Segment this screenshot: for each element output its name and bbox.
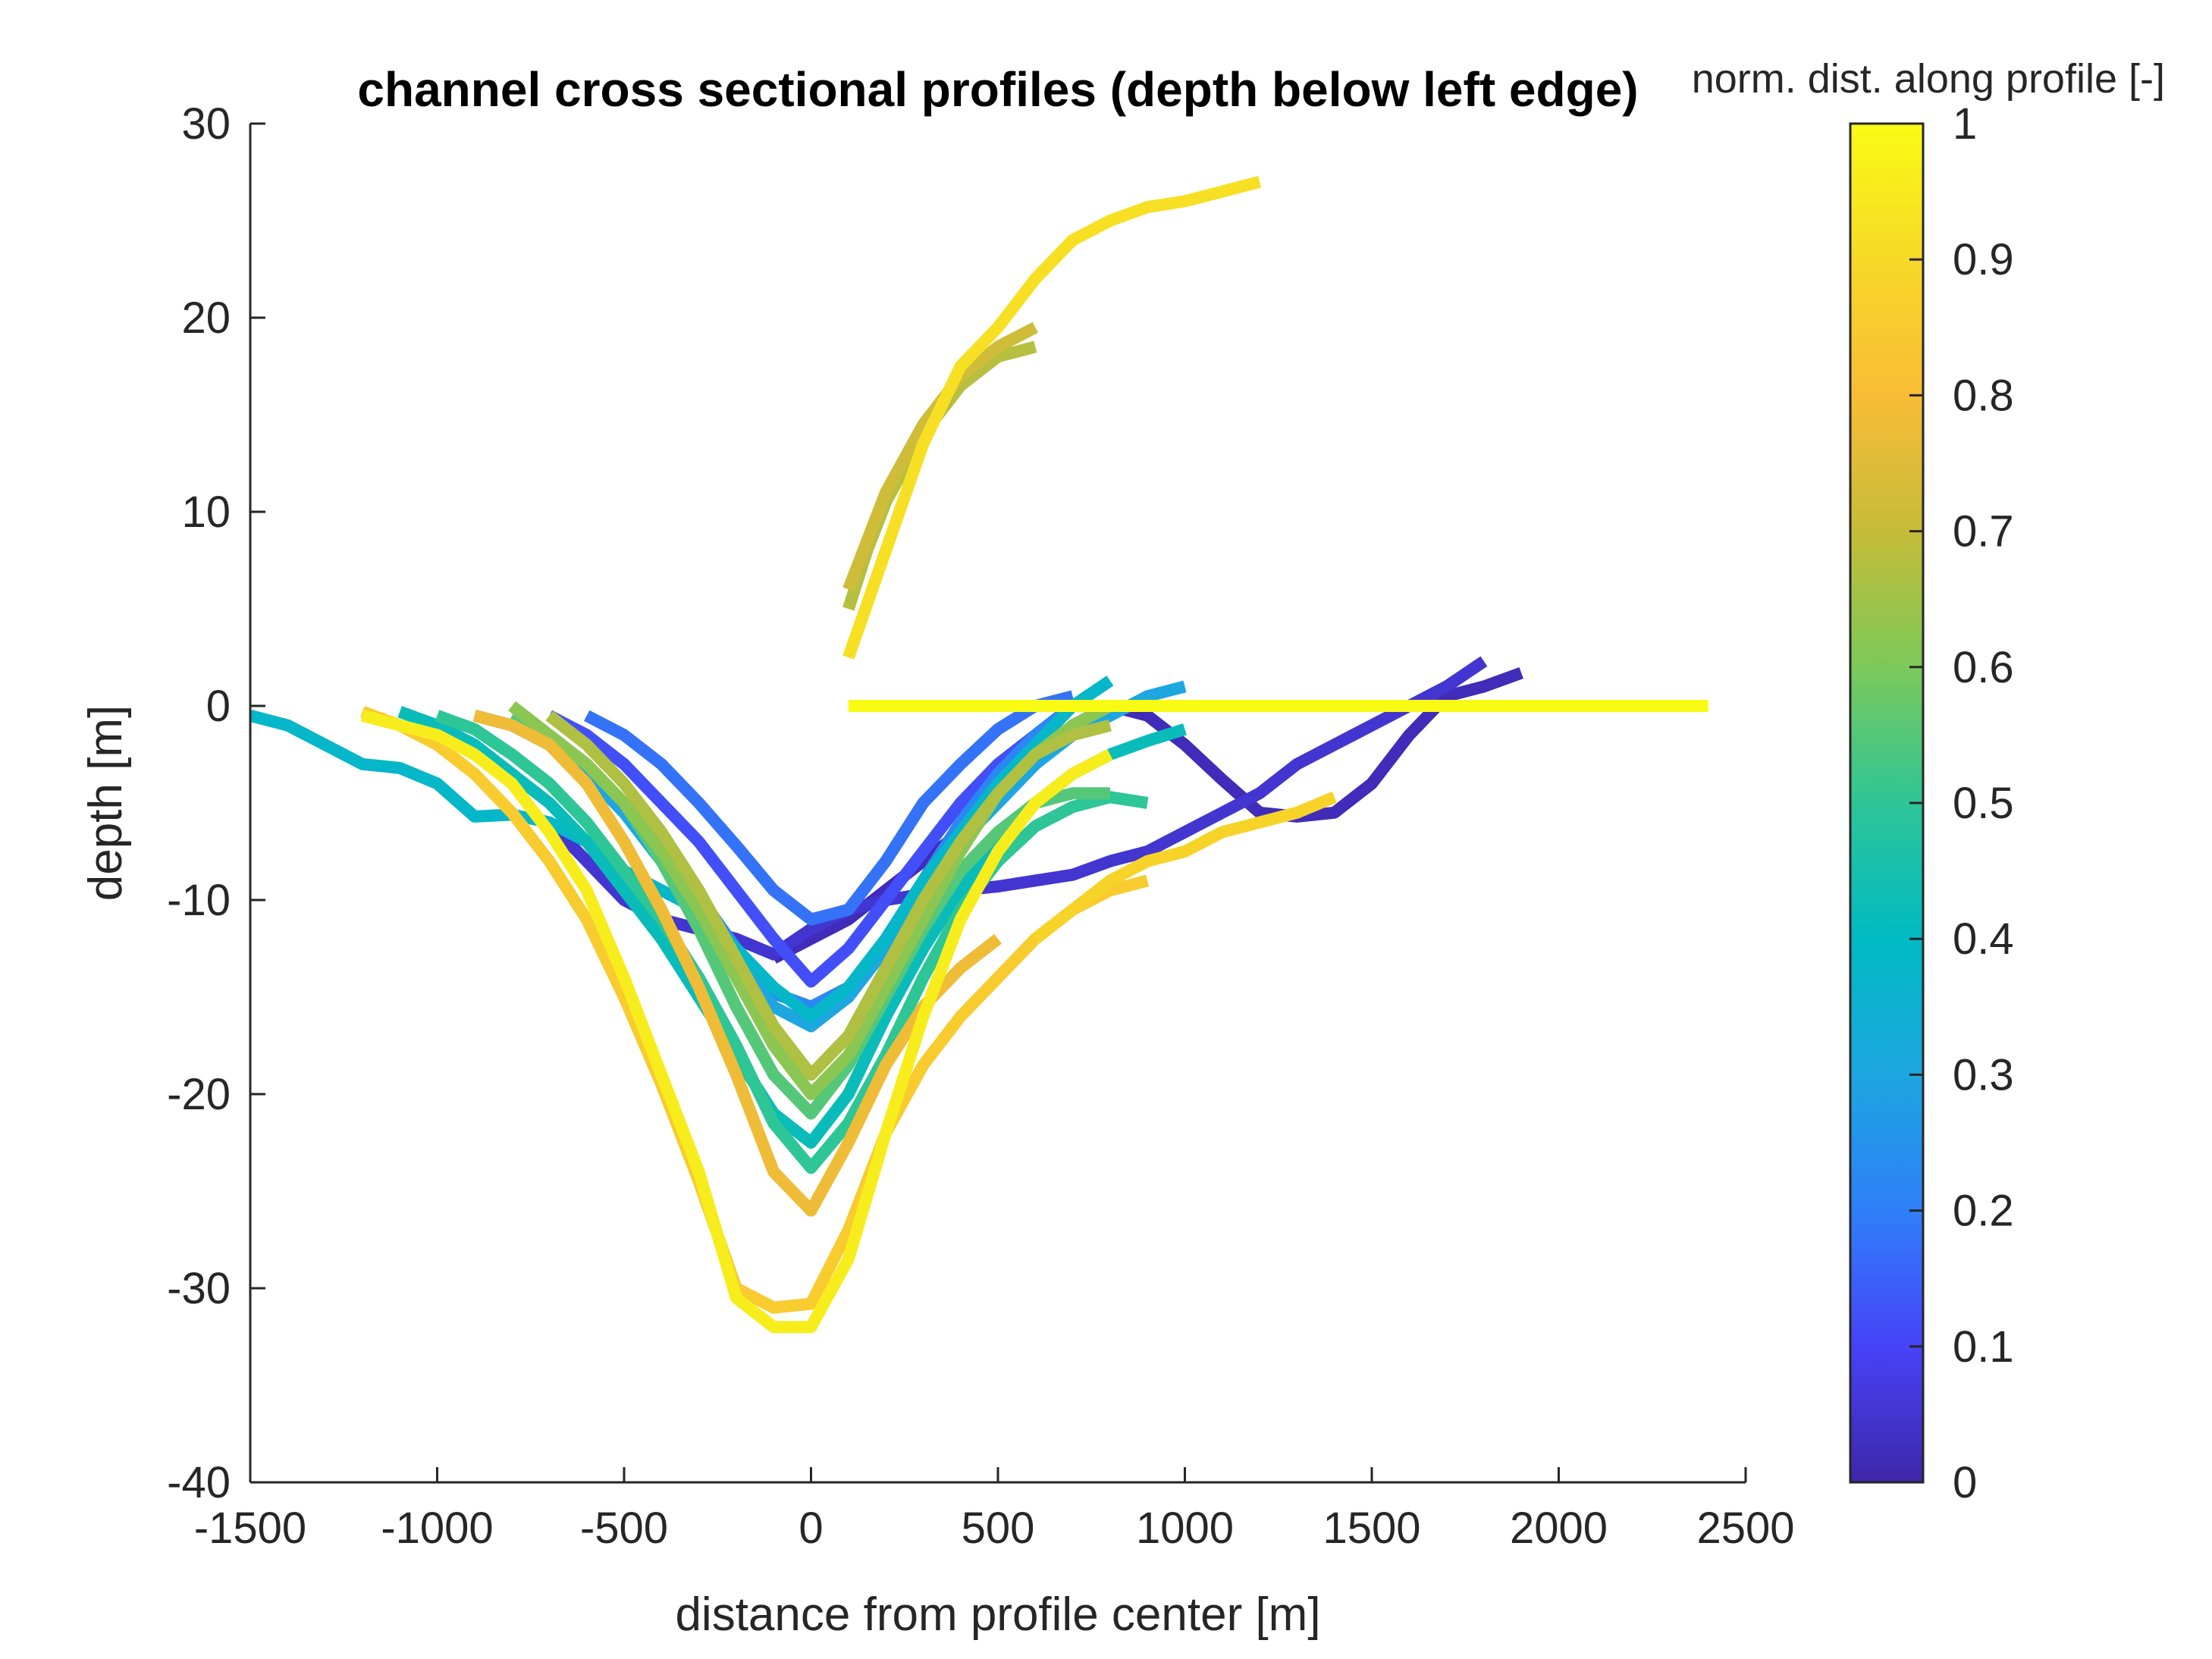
series-line-14	[842, 321, 1038, 592]
colorbar-label: norm. dist. along profile [-]	[1692, 56, 2165, 102]
series-line-9	[435, 710, 1149, 1174]
x-tick-label: 500	[962, 1504, 1035, 1553]
colorbar-tick-label: 0	[1953, 1458, 1977, 1507]
y-tick-label: -20	[167, 1070, 231, 1119]
colorbar-tick-label: 0.6	[1953, 643, 2014, 692]
y-axis-ticks: 30 20 10 0 -10 -20 -30 -40	[167, 99, 265, 1507]
series-line-4	[584, 690, 1075, 926]
x-axis-label: distance from profile center [m]	[675, 1588, 1320, 1641]
colorbar-tick-label: 0.7	[1953, 507, 2014, 557]
colorbar-tick-label: 0.4	[1953, 914, 2014, 964]
colorbar-tick-label: 0.8	[1953, 371, 2014, 420]
y-tick-label: -40	[167, 1458, 231, 1507]
x-axis-ticks: -1500 -1000 -500 0 500 1000 1500 2000 2500	[194, 1467, 1795, 1553]
series-line-17	[1031, 791, 1337, 944]
x-tick-label: -1500	[194, 1504, 306, 1553]
x-tick-label: 1000	[1136, 1504, 1234, 1553]
x-tick-label: 2500	[1696, 1504, 1794, 1553]
colorbar-tick-label: 0.9	[1953, 235, 2014, 284]
series-line-16	[360, 706, 1150, 1314]
y-tick-label: 0	[206, 682, 231, 731]
chart-title: channel cross sectional profiles (depth …	[357, 62, 1638, 117]
y-axis-label: depth [m]	[80, 705, 132, 901]
colorbar-tick-label: 0.2	[1953, 1187, 2014, 1236]
series-line-18	[842, 176, 1262, 660]
series-line-15	[472, 710, 1002, 1217]
colorbar-tick-label: 0.3	[1953, 1050, 2014, 1099]
y-tick-label: 30	[181, 99, 231, 149]
y-tick-label: -10	[167, 876, 231, 925]
x-tick-label: 1500	[1322, 1504, 1420, 1553]
y-tick-label: -30	[167, 1264, 231, 1313]
colorbar-tick-label: 0.1	[1953, 1322, 2014, 1372]
colorbar-tick-label: 0.5	[1953, 779, 2014, 828]
series-line-1	[770, 666, 1523, 964]
x-tick-label: 0	[799, 1504, 823, 1553]
series-lines	[250, 176, 1708, 1334]
y-tick-label: 10	[181, 488, 231, 537]
x-tick-label: -500	[580, 1504, 668, 1553]
series-line-12	[545, 710, 1112, 1081]
y-tick-label: 20	[181, 293, 231, 343]
x-tick-label: 2000	[1510, 1504, 1608, 1553]
series-line-3	[546, 701, 1077, 988]
colorbar-ticks: 0 0.1 0.2 0.3 0.4 0.5 0.6 0.7 0.8 0.9 1	[1909, 99, 2014, 1507]
x-tick-label: -1000	[381, 1504, 493, 1553]
series-line-19	[360, 710, 1113, 1334]
colorbar-tick-label: 1	[1953, 99, 1977, 149]
